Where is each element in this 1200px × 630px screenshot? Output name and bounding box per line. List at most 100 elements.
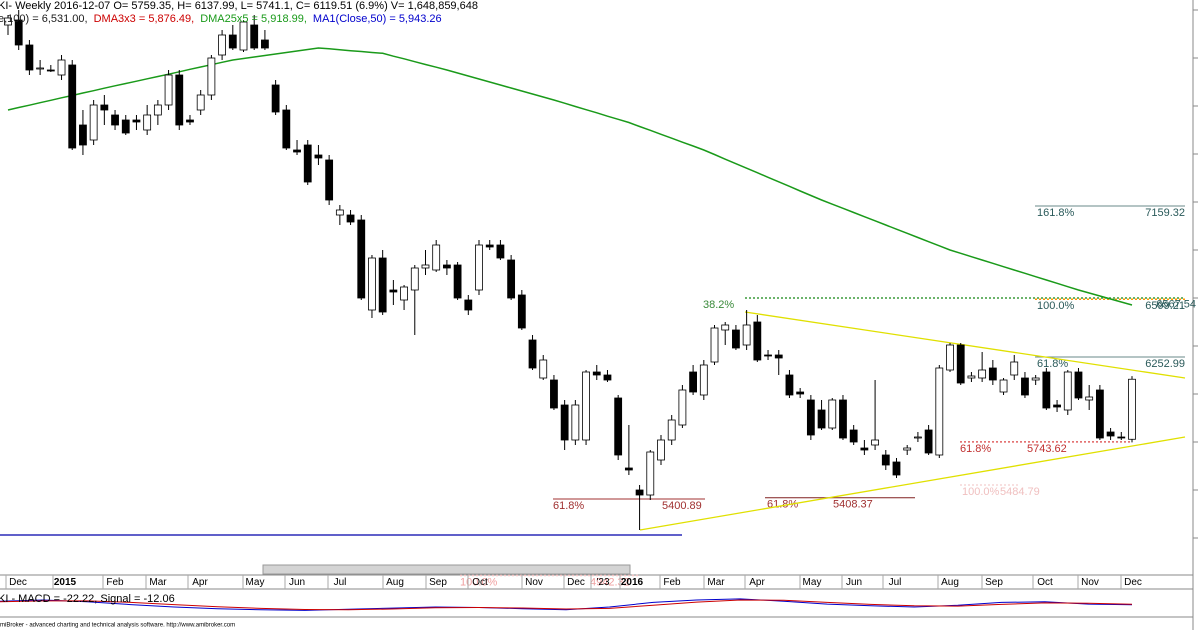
candle-body <box>742 324 751 346</box>
candle-body <box>774 354 783 359</box>
candle-body <box>1010 361 1019 376</box>
candle-body <box>207 57 216 96</box>
x-tick-label: Aug <box>941 577 959 588</box>
candle-body <box>967 375 976 379</box>
candle-body <box>806 399 815 436</box>
x-tick-label: Aug <box>386 577 404 588</box>
x-tick-label: Jun <box>289 577 305 588</box>
fib-label: 100.0% <box>962 486 1000 498</box>
scrollbar <box>262 564 631 575</box>
indicator-legend: DMA25x5 = 5,918.99, <box>200 13 307 25</box>
candle-body <box>143 114 152 131</box>
candle-body <box>14 19 23 46</box>
candle-body <box>1074 371 1083 399</box>
candle-body <box>389 289 398 293</box>
x-tick-label: Jul <box>889 577 902 588</box>
x-tick-label: Jul <box>334 577 347 588</box>
candle-body <box>571 404 580 441</box>
candle-body <box>132 119 141 123</box>
candle-body <box>721 324 730 331</box>
candle-body <box>239 21 248 51</box>
candle-body <box>325 159 334 201</box>
candle-body <box>442 264 451 269</box>
x-tick-label: May <box>803 577 822 588</box>
candle-body <box>582 371 590 441</box>
ma-end-label: 6567.54 <box>1156 298 1196 310</box>
indicator-legend: MA1(Close,50) = 5,943.26 <box>313 13 442 25</box>
candle-body <box>892 461 901 476</box>
candle-body <box>592 371 601 376</box>
candle-body <box>817 409 826 429</box>
candle-body <box>186 119 194 123</box>
x-tick-label: Feb <box>106 577 124 588</box>
candle-body <box>999 379 1008 393</box>
candle-body <box>988 367 997 381</box>
trendline <box>744 311 1186 379</box>
candle-body <box>79 124 87 146</box>
candle-body <box>528 339 537 369</box>
candle-body <box>732 329 740 349</box>
candle-body <box>100 104 109 111</box>
candle-body <box>228 34 237 49</box>
chart-title: KI- Weekly 2016-12-07 O= 5759.35, H= 613… <box>0 0 478 12</box>
x-tick-label: Oct <box>472 577 488 588</box>
candle-body <box>271 84 280 113</box>
fib-value: 5743.62 <box>1027 443 1067 455</box>
candle-body <box>475 244 483 291</box>
macd-line <box>0 599 1133 611</box>
candle-body <box>550 379 558 409</box>
candle-body <box>153 104 162 116</box>
candle-body <box>485 244 494 248</box>
x-tick-label: Apr <box>749 577 765 588</box>
x-tick-label: 2016 <box>621 577 644 588</box>
candle-body <box>646 451 655 496</box>
candle-body <box>496 244 505 259</box>
candle-body <box>282 109 291 149</box>
x-tick-label: Sep <box>985 577 1003 588</box>
candle-body <box>261 39 269 49</box>
candle-body <box>36 67 45 70</box>
x-tick-label: Sep <box>429 577 447 588</box>
candle-body <box>871 439 879 446</box>
candle-body <box>250 24 259 49</box>
fib-label: 100.0% <box>460 576 498 588</box>
x-tick-label: Mar <box>707 577 725 588</box>
candle-body <box>314 154 323 159</box>
candle-body <box>410 267 419 291</box>
x-tick-label: Mar <box>149 577 167 588</box>
candle-body <box>464 299 473 311</box>
candle-body <box>946 344 954 371</box>
candle-body <box>1042 371 1051 409</box>
candle-body <box>1031 377 1040 381</box>
candle-body <box>828 399 837 429</box>
macd-title: KI - MACD = -22.22, Signal = -12.06 <box>0 593 175 605</box>
candle-body <box>753 321 762 361</box>
candle-body <box>303 144 312 183</box>
indicator-legend: e,100) = 6,531.00, <box>0 13 88 25</box>
candle-body <box>335 209 344 216</box>
candle-body <box>517 294 526 329</box>
candle-body <box>796 391 805 395</box>
fib-label: 161.8% <box>1037 207 1075 219</box>
fib-label: 61.8% <box>553 500 584 512</box>
fib-label: 61.8% <box>767 499 798 511</box>
fib-value: 5408.37 <box>833 499 873 511</box>
candle-body <box>699 364 708 396</box>
x-tick-label: Apr <box>192 577 208 588</box>
ma-line <box>7 47 1133 306</box>
x-tick-label: Feb <box>663 577 681 588</box>
candle-body <box>924 429 933 454</box>
candle-body <box>1085 396 1094 401</box>
candle-body <box>849 429 858 443</box>
candle-body <box>432 244 441 271</box>
x-tick-label: Nov <box>1081 577 1099 588</box>
candle-body <box>539 359 548 379</box>
x-tick-label: Nov <box>525 577 543 588</box>
x-tick-label: '23 <box>596 577 609 588</box>
candle-body <box>453 264 462 299</box>
candle-body <box>68 64 77 149</box>
candle-body <box>400 286 408 301</box>
candle-body <box>196 94 205 111</box>
candle-body <box>624 467 633 471</box>
